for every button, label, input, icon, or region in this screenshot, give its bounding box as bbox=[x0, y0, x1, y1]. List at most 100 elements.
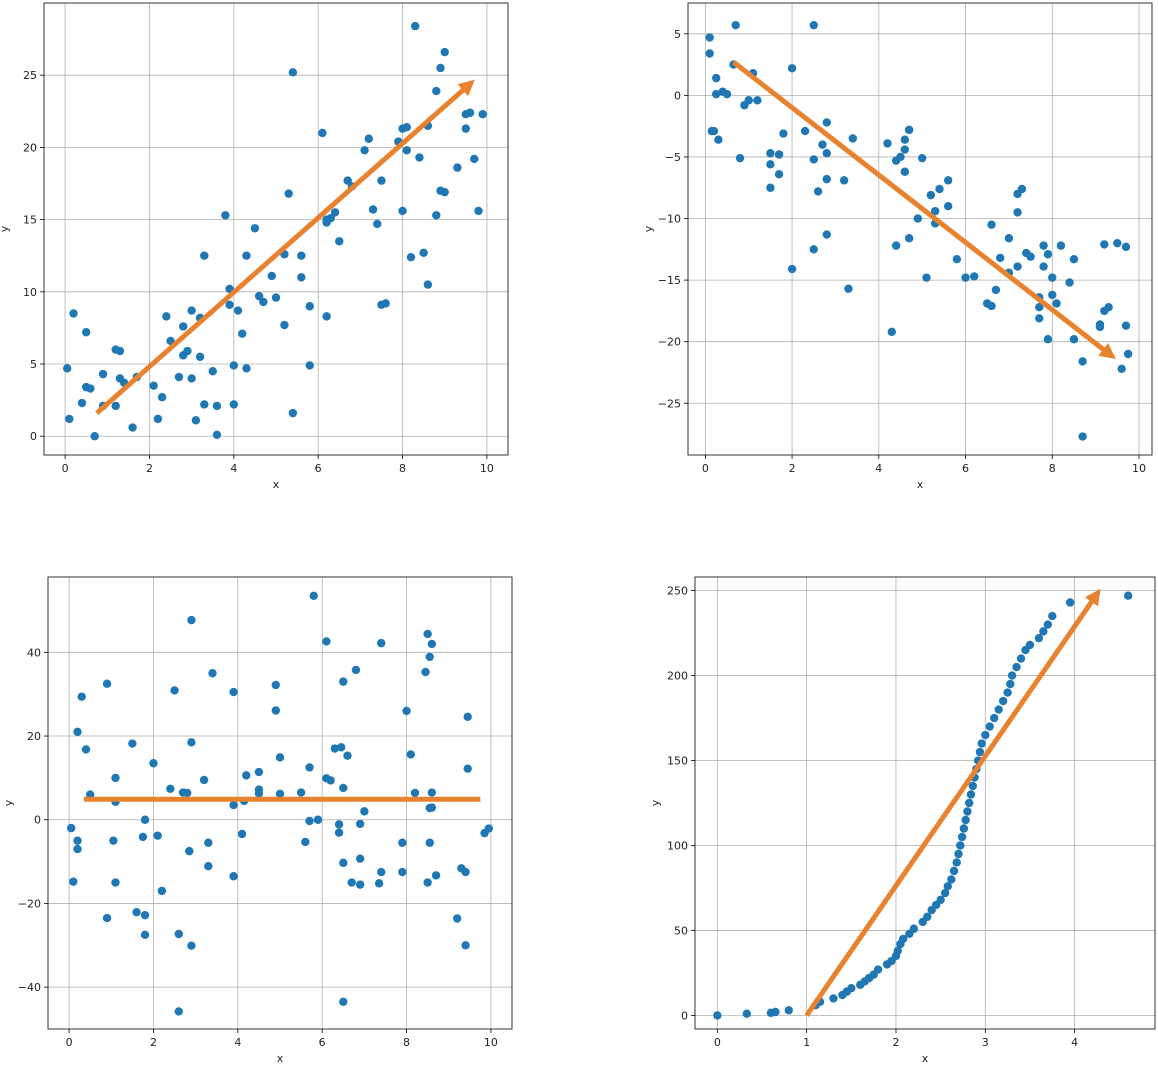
data-point bbox=[297, 273, 306, 282]
data-point bbox=[115, 346, 125, 356]
data-point bbox=[432, 211, 441, 220]
data-point bbox=[355, 854, 365, 863]
x-tick-label: 0 bbox=[702, 462, 709, 475]
axes-frame bbox=[694, 576, 1156, 1030]
data-point bbox=[461, 867, 470, 877]
data-point bbox=[111, 401, 120, 411]
data-point bbox=[140, 815, 150, 824]
data-point bbox=[744, 96, 753, 105]
data-point bbox=[923, 912, 932, 922]
data-point bbox=[423, 878, 432, 887]
data-point bbox=[204, 838, 213, 847]
data-point bbox=[406, 750, 415, 759]
data-point bbox=[254, 785, 264, 794]
data-point bbox=[904, 234, 914, 243]
chart-2: 0 2 4 6 8 10 5 0 −5 −10 −15 −20 −25 x y bbox=[642, 2, 1153, 491]
y-tick-label: 10 bbox=[23, 286, 37, 299]
y-tick-label: 150 bbox=[667, 755, 688, 768]
data-point bbox=[221, 211, 230, 220]
data-point bbox=[954, 849, 963, 859]
data-point bbox=[109, 836, 118, 845]
data-point bbox=[191, 416, 201, 425]
data-point bbox=[381, 299, 390, 308]
x-tick-label: 6 bbox=[962, 462, 969, 475]
data-point bbox=[478, 109, 487, 119]
data-point bbox=[809, 245, 818, 254]
data-point bbox=[309, 591, 318, 601]
data-point bbox=[419, 248, 428, 258]
data-point bbox=[1006, 679, 1015, 689]
data-point bbox=[1043, 335, 1053, 344]
data-point bbox=[461, 124, 471, 133]
data-point bbox=[77, 692, 86, 701]
x-tick-label: 8 bbox=[399, 462, 406, 475]
data-point bbox=[774, 169, 784, 179]
data-point bbox=[1016, 654, 1026, 663]
data-point bbox=[940, 888, 950, 898]
data-point bbox=[714, 135, 723, 144]
data-point bbox=[913, 214, 923, 223]
data-point bbox=[813, 187, 823, 196]
data-point bbox=[347, 878, 356, 887]
y-axis-label: y bbox=[642, 225, 655, 232]
data-point bbox=[313, 815, 323, 824]
data-point bbox=[432, 86, 441, 96]
data-point bbox=[900, 135, 910, 144]
data-point bbox=[187, 941, 196, 950]
data-point bbox=[936, 895, 945, 905]
data-point bbox=[179, 322, 188, 331]
data-point bbox=[1035, 314, 1044, 323]
data-point bbox=[187, 374, 196, 383]
data-point bbox=[297, 251, 306, 260]
data-point bbox=[225, 300, 234, 310]
data-point bbox=[463, 764, 472, 773]
data-point bbox=[229, 800, 238, 810]
y-tick-label: 0 bbox=[674, 89, 681, 102]
data-point bbox=[1004, 234, 1014, 243]
data-point bbox=[69, 309, 78, 318]
data-point bbox=[132, 908, 141, 917]
data-point bbox=[81, 745, 91, 754]
data-point bbox=[335, 237, 344, 246]
data-point bbox=[1043, 620, 1053, 629]
data-point bbox=[140, 930, 150, 940]
axes-frame bbox=[687, 2, 1153, 456]
data-point bbox=[296, 788, 306, 797]
data-point bbox=[330, 208, 340, 217]
data-point bbox=[1013, 262, 1022, 271]
data-point bbox=[415, 153, 424, 162]
y-tick-label: −20 bbox=[658, 336, 681, 349]
data-point bbox=[1043, 250, 1053, 259]
data-point bbox=[1117, 364, 1126, 373]
data-point bbox=[166, 784, 175, 793]
data-point bbox=[822, 118, 831, 127]
x-tick-label: 4 bbox=[1071, 1036, 1078, 1049]
data-point bbox=[102, 679, 112, 688]
data-point bbox=[411, 21, 420, 31]
data-point bbox=[1025, 640, 1035, 650]
data-point bbox=[994, 705, 1003, 714]
data-point bbox=[183, 788, 192, 798]
data-point bbox=[975, 747, 985, 757]
data-point bbox=[474, 206, 483, 216]
data-point bbox=[873, 965, 883, 974]
data-point bbox=[935, 184, 944, 194]
data-point bbox=[1121, 242, 1131, 252]
data-point bbox=[187, 615, 196, 625]
data-point bbox=[339, 677, 348, 686]
data-point bbox=[977, 739, 986, 748]
data-point bbox=[377, 176, 386, 185]
data-point bbox=[987, 301, 996, 311]
data-point bbox=[254, 291, 264, 301]
data-point bbox=[174, 1007, 183, 1016]
y-tick-label: 5 bbox=[674, 28, 681, 41]
x-tick-label: 6 bbox=[315, 462, 322, 475]
data-point bbox=[73, 844, 82, 854]
data-point bbox=[250, 224, 260, 233]
data-point bbox=[170, 686, 179, 695]
x-tick-label: 2 bbox=[789, 462, 796, 475]
x-tick-label: 1 bbox=[803, 1036, 810, 1049]
data-point bbox=[326, 213, 336, 223]
data-point bbox=[86, 384, 95, 393]
data-point bbox=[943, 176, 953, 185]
